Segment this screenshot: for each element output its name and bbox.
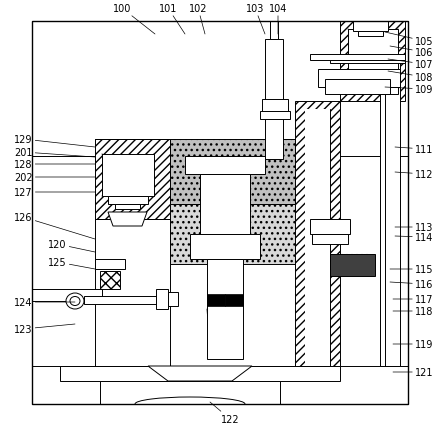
Bar [310, 55, 405, 61]
Bar [170, 204, 310, 265]
Text: 117: 117 [393, 294, 434, 304]
Bar [310, 219, 350, 234]
Bar [318, 70, 400, 88]
Text: 126: 126 [14, 213, 95, 239]
Bar [95, 140, 170, 219]
Ellipse shape [66, 294, 84, 309]
Text: 106: 106 [390, 47, 433, 58]
Bar [330, 254, 375, 276]
Text: 115: 115 [390, 265, 434, 274]
Ellipse shape [70, 297, 80, 306]
Text: 116: 116 [390, 279, 433, 289]
Text: 201: 201 [14, 148, 95, 158]
Bar [265, 40, 283, 160]
Bar [102, 155, 154, 196]
Bar [32, 22, 408, 157]
Bar [353, 22, 388, 32]
Bar [295, 102, 340, 366]
Bar [32, 366, 408, 404]
Bar [270, 22, 278, 40]
Text: 202: 202 [14, 173, 95, 183]
Text: 113: 113 [395, 222, 433, 233]
Text: 108: 108 [388, 72, 433, 83]
Polygon shape [108, 213, 147, 227]
Text: 112: 112 [395, 170, 434, 180]
Text: 124: 124 [14, 297, 75, 307]
Text: 103: 103 [246, 4, 265, 35]
Bar [330, 61, 405, 64]
Bar [60, 366, 340, 381]
Text: 127: 127 [14, 187, 95, 198]
Bar [260, 112, 290, 120]
Text: 107: 107 [388, 60, 434, 70]
Text: 102: 102 [189, 4, 207, 35]
Bar [95, 259, 125, 269]
Text: 129: 129 [14, 135, 95, 148]
Bar [32, 157, 95, 366]
Text: 114: 114 [395, 233, 433, 242]
Bar [340, 22, 405, 102]
Bar [32, 22, 408, 404]
Bar [310, 157, 408, 366]
Bar [380, 55, 400, 366]
Text: 118: 118 [393, 306, 433, 316]
Text: 128: 128 [14, 160, 95, 170]
Bar [312, 234, 348, 245]
Bar [305, 110, 330, 366]
Bar [358, 32, 383, 37]
Bar [170, 140, 310, 204]
Bar [32, 289, 102, 301]
Bar [100, 381, 280, 404]
Bar [348, 30, 398, 95]
Text: 104: 104 [269, 4, 287, 35]
Bar [207, 294, 225, 306]
Text: 120: 120 [48, 239, 95, 253]
Text: 125: 125 [48, 257, 95, 269]
Bar [190, 234, 260, 259]
Text: 109: 109 [385, 85, 433, 95]
Bar [262, 100, 288, 112]
Text: 101: 101 [159, 4, 185, 35]
Bar [108, 196, 148, 204]
Bar [95, 157, 310, 366]
Bar [100, 271, 120, 289]
Bar [156, 289, 168, 309]
Text: 105: 105 [385, 33, 434, 47]
Text: 121: 121 [393, 367, 434, 377]
Text: 111: 111 [395, 145, 433, 155]
Bar [84, 296, 164, 304]
Bar [225, 294, 243, 306]
Text: 119: 119 [393, 339, 433, 349]
Polygon shape [148, 366, 252, 381]
Bar [207, 259, 243, 359]
Text: 122: 122 [210, 402, 239, 424]
Bar [168, 292, 178, 306]
Bar [325, 80, 390, 95]
Text: 123: 123 [14, 324, 75, 334]
Bar [115, 204, 140, 210]
Text: 100: 100 [113, 4, 155, 35]
Bar [200, 175, 250, 234]
Bar [185, 157, 265, 175]
